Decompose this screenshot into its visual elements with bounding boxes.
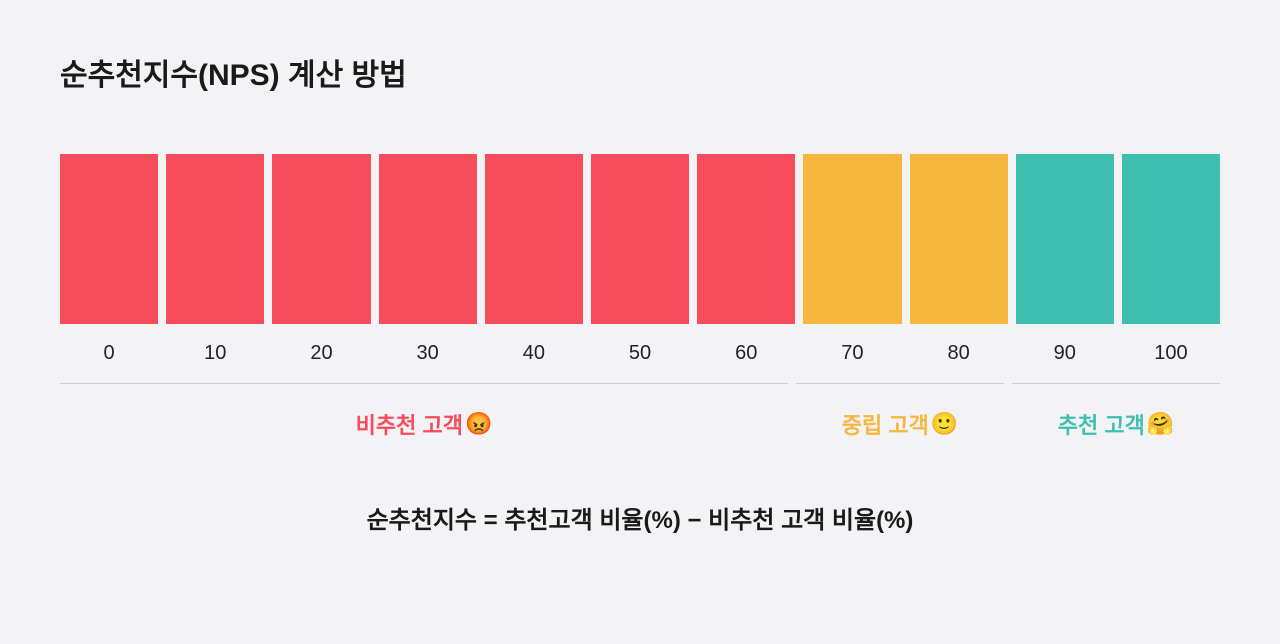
group-promoter-label: 추천 고객 🤗 (1058, 408, 1174, 440)
bar-20 (272, 154, 370, 324)
bars-row (60, 154, 1220, 324)
group-detractor-label: 비추천 고객 😡 (356, 408, 493, 440)
formula-text: 순추천지수 = 추천고객 비율(%) − 비추천 고객 비율(%) (60, 500, 1220, 535)
label-30: 30 (379, 342, 477, 365)
bar-10 (166, 154, 264, 324)
label-90: 90 (1016, 342, 1114, 365)
bar-90 (1016, 154, 1114, 324)
bar-50 (591, 154, 689, 324)
bar-0 (60, 154, 158, 324)
bar-30 (379, 154, 477, 324)
bar-80 (910, 154, 1008, 324)
label-50: 50 (591, 342, 689, 365)
group-promoter: 추천 고객 🤗 (1012, 383, 1220, 440)
bar-100 (1122, 154, 1220, 324)
labels-row: 0 10 20 30 40 50 60 70 80 90 100 (60, 342, 1220, 365)
group-promoter-text: 추천 고객 (1058, 408, 1145, 440)
groups-row: 비추천 고객 😡 중립 고객 🙂 추천 고객 🤗 (60, 383, 1220, 440)
label-10: 10 (166, 342, 264, 365)
label-100: 100 (1122, 342, 1220, 365)
group-passive-label: 중립 고객 🙂 (842, 408, 958, 440)
label-60: 60 (697, 342, 795, 365)
group-passive: 중립 고객 🙂 (796, 383, 1004, 440)
label-0: 0 (60, 342, 158, 365)
group-detractor-text: 비추천 고객 (356, 408, 463, 440)
label-20: 20 (272, 342, 370, 365)
angry-face-icon: 😡 (465, 411, 492, 437)
label-80: 80 (910, 342, 1008, 365)
group-detractor: 비추천 고객 😡 (60, 383, 788, 440)
bar-60 (697, 154, 795, 324)
bar-40 (485, 154, 583, 324)
nps-infographic: 순추천지수(NPS) 계산 방법 0 10 20 30 40 50 60 70 … (0, 0, 1280, 575)
bar-70 (803, 154, 901, 324)
page-title: 순추천지수(NPS) 계산 방법 (60, 50, 1220, 94)
label-70: 70 (803, 342, 901, 365)
neutral-face-icon: 🙂 (931, 411, 958, 437)
label-40: 40 (485, 342, 583, 365)
hugging-face-icon: 🤗 (1147, 411, 1174, 437)
group-passive-text: 중립 고객 (842, 408, 929, 440)
